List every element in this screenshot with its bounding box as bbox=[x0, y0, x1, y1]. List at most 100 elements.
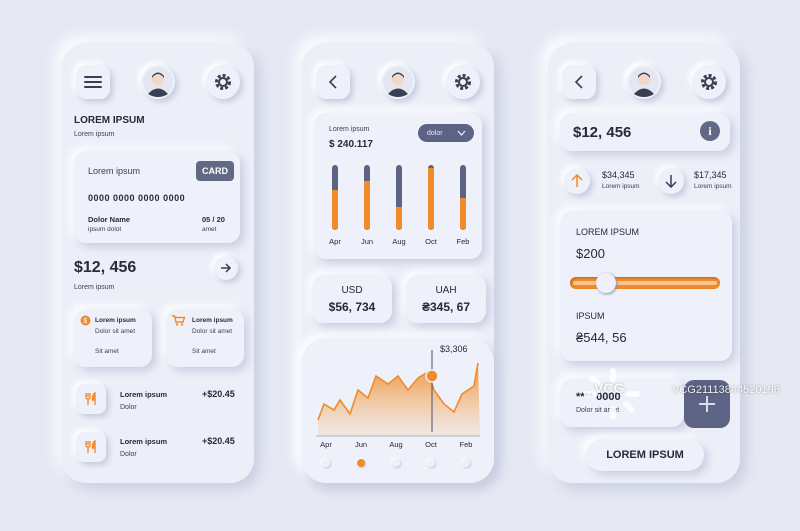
bank-card[interactable]: Lorem ipsum CARD 0000 0000 0000 0000 Dol… bbox=[74, 151, 240, 243]
menu-button[interactable] bbox=[76, 65, 110, 99]
cta-button[interactable]: LOREM IPSUM bbox=[586, 439, 704, 471]
dropdown-select[interactable]: dolor bbox=[418, 124, 474, 142]
transaction-sub: Dolor bbox=[120, 451, 137, 458]
income-value: $34,345 bbox=[602, 170, 635, 180]
avatar-icon bbox=[629, 67, 659, 97]
transaction-icon-box bbox=[76, 432, 106, 462]
peak-label: $3,306 bbox=[440, 344, 468, 354]
back-button[interactable] bbox=[562, 65, 596, 99]
area-x-label: Oct bbox=[425, 440, 437, 449]
bar-month-label: Jun bbox=[360, 237, 374, 246]
plus-icon bbox=[699, 396, 715, 412]
pager-dot[interactable] bbox=[357, 459, 365, 467]
tile-line2: Dolor sit amet bbox=[95, 328, 136, 335]
arrow-right-icon bbox=[221, 263, 232, 273]
bar-month-label: Aug bbox=[392, 237, 406, 246]
panel-title: LOREM IPSUM bbox=[576, 227, 640, 237]
progress-fill bbox=[460, 197, 466, 230]
card-badge: CARD bbox=[196, 161, 234, 181]
watermark-logo bbox=[584, 368, 640, 420]
tile-cart[interactable]: Lorem ipsum Dolor sit amet Sit amet bbox=[166, 309, 244, 367]
screen-wallet: LOREM IPSUM Lorem ipsum Lorem ipsum CARD… bbox=[62, 43, 254, 483]
back-button[interactable] bbox=[316, 65, 350, 99]
transaction-icon-box bbox=[76, 384, 106, 414]
currency-uah[interactable]: UAH ₴345, 67 bbox=[406, 275, 486, 323]
screen-analytics: Lorem ipsum $ 240.117 dolor Apr Jun Aug Oct… bbox=[302, 43, 494, 483]
pager-dot[interactable] bbox=[427, 459, 435, 467]
tile-title: Lorem ipsum bbox=[192, 317, 233, 324]
progress-fill bbox=[428, 168, 434, 230]
avatar-icon bbox=[143, 67, 173, 97]
pager-dot[interactable] bbox=[462, 459, 470, 467]
info-icon[interactable]: i bbox=[700, 121, 720, 141]
tile-line3: Sit amet bbox=[192, 348, 216, 355]
currency-code: UAH bbox=[435, 285, 457, 296]
currency-value: $56, 734 bbox=[328, 300, 376, 314]
tile-line3: Sit amet bbox=[95, 348, 119, 355]
panel-amount2: ₴544, 56 bbox=[576, 330, 627, 345]
progress-bar-jun bbox=[364, 165, 370, 230]
card-expiry: 05 / 20 bbox=[202, 215, 225, 224]
currency-usd[interactable]: USD $56, 734 bbox=[312, 275, 392, 323]
tile-line2: Dolor sit amet bbox=[192, 328, 233, 335]
area-x-label: Apr bbox=[320, 440, 332, 449]
svg-text:$: $ bbox=[83, 318, 87, 325]
page-subtitle: Lorem ipsum bbox=[74, 131, 115, 138]
settings-button[interactable] bbox=[446, 65, 480, 99]
profile-button[interactable] bbox=[627, 65, 661, 99]
area-chart-card: $3,306 Apr Jun Aug Oct Feb bbox=[302, 338, 494, 483]
dropdown-value: dolor bbox=[427, 129, 443, 137]
amount-slider[interactable] bbox=[570, 273, 720, 293]
avatar-icon bbox=[383, 67, 413, 97]
currency-value: ₴345, 67 bbox=[421, 300, 471, 314]
progress-bar-aug bbox=[396, 165, 402, 230]
balance-next-button[interactable] bbox=[214, 256, 238, 280]
coin-icon: $ bbox=[80, 315, 91, 326]
bar-month-label: Apr bbox=[329, 237, 341, 246]
pager-dot[interactable] bbox=[322, 459, 330, 467]
cutlery-icon bbox=[85, 392, 96, 405]
settings-button[interactable] bbox=[206, 65, 240, 99]
cutlery-icon bbox=[85, 440, 96, 453]
tile-coin[interactable]: $ Lorem ipsum Dolor sit amet Sit amet bbox=[74, 309, 152, 367]
balance-label: Lorem ipsum bbox=[74, 284, 115, 291]
gear-icon bbox=[701, 74, 717, 90]
settings-button[interactable] bbox=[692, 65, 726, 99]
watermark-brand: VCG bbox=[594, 380, 625, 396]
cta-label: LOREM IPSUM bbox=[606, 449, 684, 461]
panel-label2: IPSUM bbox=[576, 311, 605, 321]
area-fill bbox=[318, 363, 480, 436]
area-x-label: Jun bbox=[354, 440, 368, 449]
hamburger-icon bbox=[84, 76, 102, 88]
expense-button[interactable] bbox=[658, 168, 684, 194]
transaction-amount: +$20.45 bbox=[202, 389, 235, 399]
profile-button[interactable] bbox=[381, 65, 415, 99]
area-line bbox=[317, 362, 479, 421]
slider-thumb[interactable] bbox=[596, 273, 616, 293]
area-x-label: Feb bbox=[459, 440, 473, 449]
progress-fill bbox=[364, 181, 370, 230]
transaction-title: Lorem ipsum bbox=[120, 437, 168, 446]
card-row-sub: Dolor sit amet bbox=[576, 407, 620, 414]
summary-label: Lorem ipsum bbox=[329, 126, 370, 133]
chevron-left-icon bbox=[328, 75, 337, 89]
summary-value: $ 240.117 bbox=[329, 139, 373, 150]
chevron-down-icon bbox=[457, 130, 466, 136]
card-expiry-sub: amet bbox=[202, 226, 217, 233]
add-card-button[interactable] bbox=[684, 380, 730, 428]
tile-title: Lorem ipsum bbox=[95, 317, 136, 324]
gear-icon bbox=[215, 74, 231, 90]
peak-marker-dot[interactable] bbox=[425, 369, 439, 383]
income-button[interactable] bbox=[564, 168, 590, 194]
balance-card: $12, 456 i bbox=[560, 113, 730, 151]
area-chart bbox=[316, 350, 480, 437]
expense-label: Lorem ipsum bbox=[694, 183, 732, 190]
screen-transfer: $12, 456 i $34,345 Lorem ipsum $17,345 L… bbox=[548, 43, 740, 483]
watermark: VCG VCG21113844520196 bbox=[580, 366, 800, 426]
profile-button[interactable] bbox=[141, 65, 175, 99]
expense-value: $17,345 bbox=[694, 170, 727, 180]
pager-dot[interactable] bbox=[392, 459, 400, 467]
bar-month-label: Feb bbox=[456, 237, 470, 246]
card-holder-sub: ipsum dolot bbox=[88, 226, 122, 233]
cart-icon bbox=[172, 315, 185, 326]
